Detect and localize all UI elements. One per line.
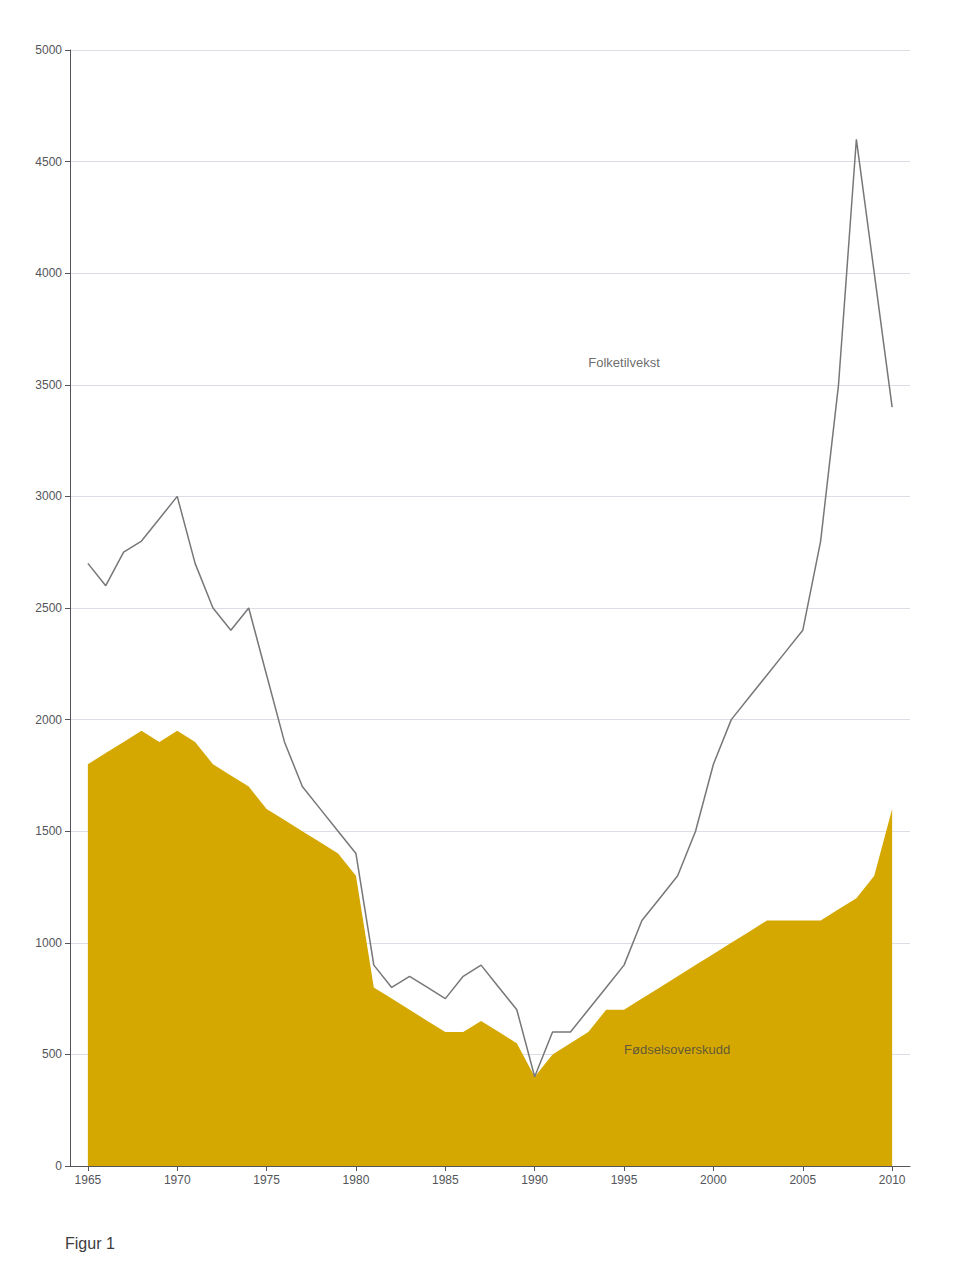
svg-text:1500: 1500 <box>35 824 62 838</box>
svg-text:1975: 1975 <box>253 1173 280 1187</box>
svg-text:2010: 2010 <box>879 1173 906 1187</box>
svg-text:Folketilvekst: Folketilvekst <box>588 355 660 370</box>
svg-text:1980: 1980 <box>343 1173 370 1187</box>
svg-text:1985: 1985 <box>432 1173 459 1187</box>
svg-text:Figur 1: Figur 1 <box>65 1235 115 1252</box>
svg-text:1000: 1000 <box>35 936 62 950</box>
svg-text:2000: 2000 <box>700 1173 727 1187</box>
svg-text:2500: 2500 <box>35 601 62 615</box>
svg-text:500: 500 <box>42 1047 62 1061</box>
svg-text:0: 0 <box>55 1159 62 1173</box>
svg-text:1970: 1970 <box>164 1173 191 1187</box>
svg-text:3000: 3000 <box>35 489 62 503</box>
svg-text:4500: 4500 <box>35 155 62 169</box>
svg-text:4000: 4000 <box>35 266 62 280</box>
svg-text:1990: 1990 <box>521 1173 548 1187</box>
svg-text:1965: 1965 <box>75 1173 102 1187</box>
svg-text:2005: 2005 <box>789 1173 816 1187</box>
svg-text:2000: 2000 <box>35 713 62 727</box>
svg-text:5000: 5000 <box>35 43 62 57</box>
svg-text:3500: 3500 <box>35 378 62 392</box>
svg-text:Fødselsoverskudd: Fødselsoverskudd <box>624 1042 730 1057</box>
svg-text:1995: 1995 <box>611 1173 638 1187</box>
